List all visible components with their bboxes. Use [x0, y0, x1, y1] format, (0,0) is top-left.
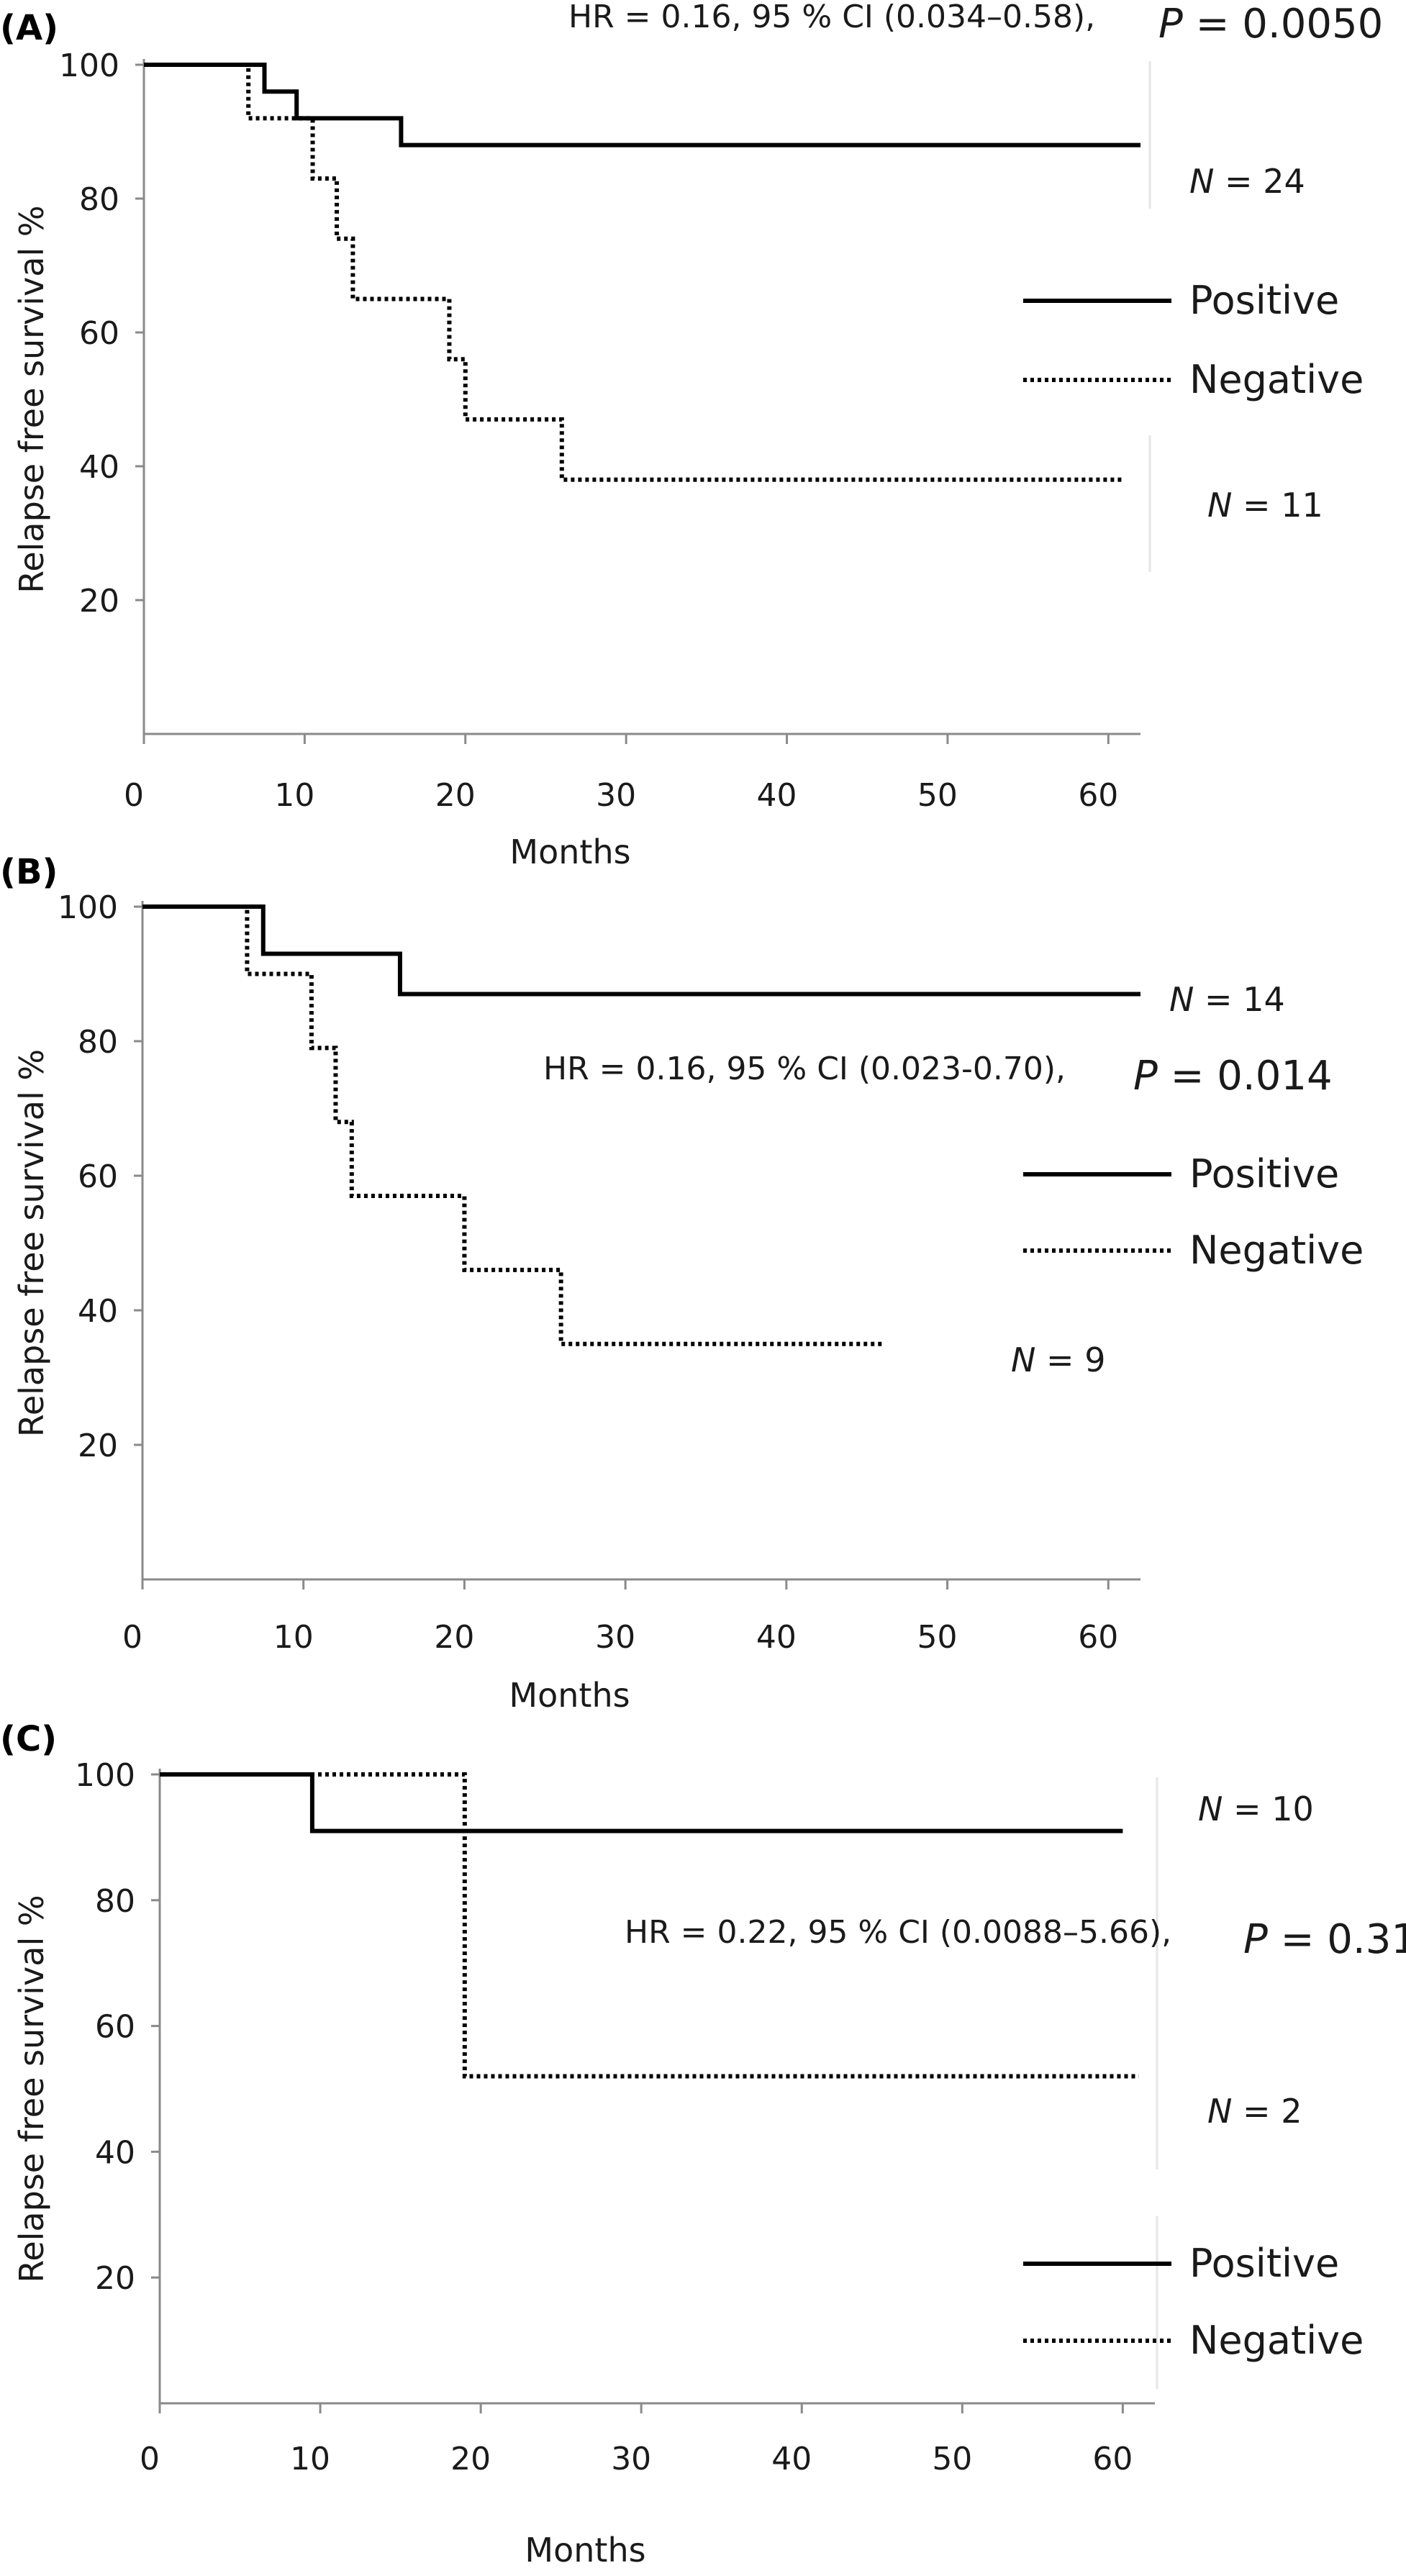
x-tick-label: 30 — [611, 2441, 651, 2477]
y-tick-label: 80 — [78, 1024, 118, 1061]
y-tick-label: 60 — [79, 315, 119, 352]
series-line-negative — [144, 63, 1125, 482]
n-value: = 14 — [1194, 980, 1284, 1019]
legend: Positive Negative — [1023, 2241, 1364, 2363]
x-tick-label: 0 — [124, 777, 144, 814]
legend: Positive Negative — [1023, 1151, 1364, 1273]
y-tick-label: 60 — [78, 1158, 118, 1195]
y-tick-label: 100 — [59, 47, 119, 84]
x-tick-label: 60 — [1078, 777, 1118, 814]
x-tick-label: 0 — [140, 2441, 160, 2477]
hr-annotation: HR = 0.22, 95 % CI (0.0088–5.66), — [625, 1914, 1171, 1951]
y-tick-label: 80 — [95, 1883, 135, 1920]
n-symbol: N — [1207, 2092, 1232, 2131]
legend-label-negative: Negative — [1189, 2318, 1364, 2363]
x-axis-title: Months — [509, 1676, 630, 1715]
n-symbol: N — [1207, 486, 1232, 525]
x-axis-title: Months — [525, 2531, 645, 2570]
x-axis-title: Months — [509, 833, 630, 871]
p-value-annotation: P = 0.0050 — [1158, 1, 1383, 47]
n-value: = 9 — [1035, 1341, 1105, 1379]
x-tick-label: 20 — [450, 2441, 491, 2477]
legend-label-negative: Negative — [1189, 357, 1364, 402]
n-label-negative: N = 9 — [1011, 1341, 1105, 1379]
x-tick-label: 20 — [435, 777, 476, 814]
legend-label-positive: Positive — [1189, 278, 1339, 323]
y-tick-label: 20 — [78, 1428, 118, 1464]
x-tick-label: 30 — [596, 777, 636, 814]
x-tick-label: 40 — [771, 2441, 812, 2477]
y-tick-label: 80 — [79, 181, 119, 218]
n-label-positive: N = 14 — [1169, 980, 1285, 1019]
panel-b: (B) 0 10 20 30 40 50 60 20 40 60 80 100 Months Relapse… — [0, 852, 1364, 1715]
n-label-positive: N = 24 — [1189, 162, 1305, 201]
y-axis-title: Relapse free survival % — [12, 1895, 51, 2282]
x-tick-label: 20 — [434, 1619, 474, 1656]
p-symbol: P — [1243, 1916, 1268, 1963]
x-tick-label: 60 — [1078, 1619, 1118, 1656]
x-tick-label: 0 — [122, 1619, 142, 1656]
y-tick-label: 60 — [95, 2009, 135, 2046]
n-label-positive: N = 10 — [1198, 1790, 1314, 1828]
n-label-negative: N = 2 — [1207, 2092, 1302, 2131]
y-tick-label: 100 — [75, 1757, 135, 1794]
n-symbol: N — [1011, 1341, 1035, 1379]
n-symbol: N — [1169, 980, 1194, 1019]
n-value: = 24 — [1214, 162, 1305, 201]
y-tick-label: 40 — [95, 2134, 135, 2171]
n-symbol: N — [1198, 1790, 1223, 1828]
y-tick-label: 20 — [95, 2260, 135, 2297]
legend-label-negative: Negative — [1189, 1228, 1364, 1273]
panel-label: (A) — [0, 8, 58, 48]
series-line-positive — [144, 63, 1140, 148]
series-line-positive — [142, 904, 1140, 997]
p-value: = 0.014 — [1158, 1053, 1333, 1099]
p-symbol: P — [1133, 1053, 1158, 1099]
p-value: = 0.31 — [1268, 1916, 1406, 1963]
series-line-negative — [142, 904, 884, 1346]
legend-label-positive: Positive — [1189, 1151, 1339, 1197]
x-tick-label: 50 — [917, 777, 958, 814]
legend-label-positive: Positive — [1189, 2241, 1339, 2286]
p-symbol: P — [1158, 1, 1183, 47]
x-tick-label: 10 — [274, 777, 314, 814]
panel-label: (C) — [0, 1719, 57, 1759]
x-tick-label: 50 — [932, 2441, 972, 2477]
panel-a: (A) 0 10 20 30 40 50 60 20 40 60 80 100 Months Relapse… — [0, 0, 1383, 871]
legend: Positive Negative — [1023, 278, 1364, 402]
n-label-negative: N = 11 — [1207, 486, 1323, 525]
n-value: = 2 — [1232, 2092, 1302, 2131]
y-tick-label: 40 — [78, 1293, 118, 1330]
y-tick-label: 100 — [58, 889, 118, 926]
p-value-annotation: P = 0.014 — [1133, 1053, 1333, 1099]
x-tick-label: 50 — [917, 1619, 958, 1656]
p-value-annotation: P = 0.31 — [1243, 1916, 1406, 1963]
series-line-negative — [160, 1772, 1139, 2079]
hr-annotation: HR = 0.16, 95 % CI (0.023-0.70), — [543, 1051, 1066, 1087]
y-axis-title: Relapse free survival % — [12, 1049, 51, 1437]
hr-annotation: HR = 0.16, 95 % CI (0.034–0.58), — [568, 0, 1095, 35]
x-tick-label: 60 — [1092, 2441, 1133, 2477]
series-line-positive — [160, 1772, 1123, 1833]
x-tick-label: 40 — [757, 777, 797, 814]
n-value: = 10 — [1223, 1790, 1313, 1828]
y-tick-label: 40 — [79, 449, 119, 486]
x-tick-label: 10 — [290, 2441, 330, 2477]
panel-label: (B) — [0, 852, 58, 892]
x-tick-label: 30 — [595, 1619, 635, 1656]
x-tick-label: 10 — [273, 1619, 314, 1656]
y-axis-title: Relapse free survival % — [12, 205, 51, 593]
panel-c: (C) 0 10 20 30 40 50 60 20 40 60 80 100 Months Relapse… — [0, 1719, 1406, 2570]
n-symbol: N — [1189, 162, 1214, 201]
p-value: = 0.0050 — [1183, 1, 1383, 47]
y-tick-label: 20 — [79, 583, 119, 620]
x-tick-label: 40 — [756, 1619, 797, 1656]
n-value: = 11 — [1232, 486, 1323, 525]
